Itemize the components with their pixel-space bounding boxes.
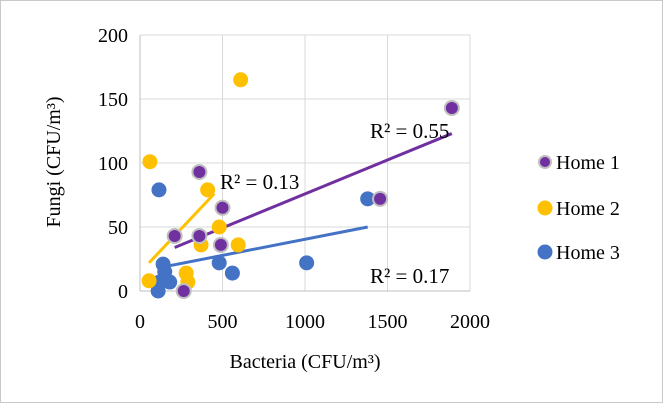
x-tick-label: 500 [208, 311, 238, 333]
data-point-home-1 [191, 163, 208, 180]
data-point-home-2 [142, 154, 158, 170]
data-point-home-1 [214, 199, 231, 216]
y-tick-label: 0 [118, 281, 128, 303]
data-point-home-1 [212, 236, 229, 253]
x-tick-label: 2000 [450, 311, 490, 333]
points-layer [141, 72, 460, 299]
label-layer: R² = 0.55 R² = 0.13 R² = 0.17 [220, 119, 449, 288]
y-tick-label: 150 [98, 89, 128, 111]
data-point-home-1 [191, 227, 208, 244]
legend: Home 1 Home 2 Home 3 [537, 152, 620, 264]
x-tick-label: 0 [135, 311, 145, 333]
legend-label-home-2: Home 2 [556, 198, 620, 220]
data-point-home-3 [151, 182, 167, 198]
r2-label-1: R² = 0.55 [370, 119, 449, 143]
legend-marker-home-1 [538, 155, 552, 169]
data-point-home-2 [233, 72, 249, 88]
data-point-home-1 [372, 190, 389, 207]
data-point-home-2 [141, 273, 157, 289]
legend-label-home-1: Home 1 [556, 152, 620, 174]
trendline-2 [147, 192, 216, 264]
axis-layer: 0 500 1000 1500 2000 0 50 100 150 200 [98, 25, 490, 333]
legend-marker-home-3 [537, 244, 553, 260]
legend-marker-home-2 [537, 200, 553, 216]
data-point-home-2 [211, 219, 227, 235]
data-point-home-3 [224, 265, 240, 281]
data-point-home-2 [200, 182, 216, 198]
trendline-3 [157, 225, 368, 270]
x-axis-title: Bacteria (CFU/m³) [230, 351, 381, 373]
data-point-home-3 [211, 255, 227, 271]
x-tick-label: 1000 [285, 311, 325, 333]
data-point-home-1 [443, 99, 460, 116]
r2-label-2: R² = 0.13 [220, 170, 299, 194]
data-point-home-3 [162, 274, 178, 290]
r2-label-3: R² = 0.17 [370, 264, 449, 288]
data-point-home-2 [230, 237, 246, 253]
y-tick-label: 50 [108, 217, 128, 239]
data-point-home-3 [299, 255, 315, 271]
y-tick-label: 200 [98, 25, 128, 47]
grid-layer [139, 34, 471, 292]
y-tick-label: 100 [98, 153, 128, 175]
y-axis-title: Fungi (CFU/m³) [43, 96, 65, 227]
data-point-home-1 [175, 283, 192, 299]
data-point-home-1 [166, 227, 183, 244]
legend-label-home-3: Home 3 [556, 242, 620, 264]
x-tick-label: 1500 [368, 311, 408, 333]
